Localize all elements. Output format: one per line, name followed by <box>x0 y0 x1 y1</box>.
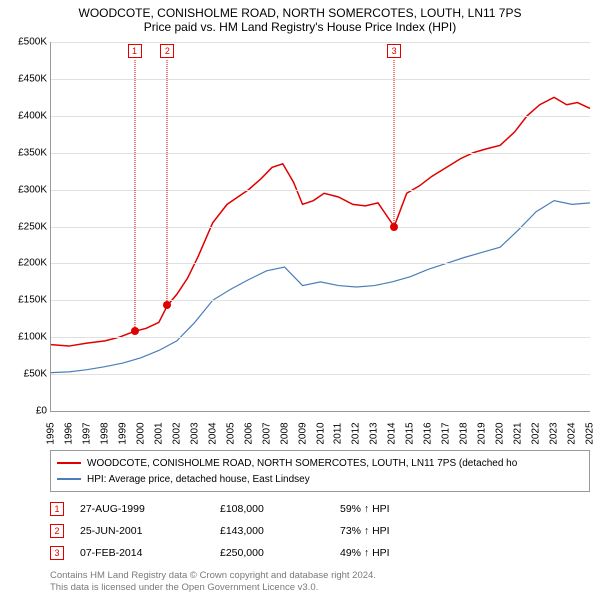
gridline <box>51 374 590 375</box>
gridline <box>51 153 590 154</box>
gridline <box>51 190 590 191</box>
legend-label: HPI: Average price, detached house, East… <box>87 474 310 485</box>
x-axis-label: 2000 <box>135 422 146 444</box>
x-axis-label: 2009 <box>297 422 308 444</box>
x-axis-label: 2008 <box>279 422 290 444</box>
x-axis-label: 2025 <box>585 422 596 444</box>
x-axis-label: 2022 <box>531 422 542 444</box>
sales-row-price: £250,000 <box>220 547 340 559</box>
y-axis-label: £150K <box>5 295 47 306</box>
x-axis-label: 2010 <box>315 422 326 444</box>
sale-marker-line <box>394 60 395 227</box>
x-axis-label: 2002 <box>171 422 182 444</box>
sales-row: 2 25-JUN-2001£143,00073% ↑ HPI <box>50 520 590 542</box>
x-axis-label: 1995 <box>46 422 57 444</box>
sale-dot <box>131 327 139 335</box>
gridline <box>51 42 590 43</box>
x-axis-label: 2020 <box>495 422 506 444</box>
gridline <box>51 300 590 301</box>
x-axis-label: 2006 <box>243 422 254 444</box>
sale-marker-box: 1 <box>128 44 142 58</box>
sales-row-marker: 1 <box>50 502 64 516</box>
x-axis-label: 2024 <box>567 422 578 444</box>
title-line-1: WOODCOTE, CONISHOLME ROAD, NORTH SOMERCO… <box>10 6 590 20</box>
sales-row: 3 07-FEB-2014£250,00049% ↑ HPI <box>50 542 590 564</box>
sale-marker-line <box>134 60 135 331</box>
x-axis-label: 2017 <box>441 422 452 444</box>
legend-label: WOODCOTE, CONISHOLME ROAD, NORTH SOMERCO… <box>87 458 517 469</box>
x-axis-label: 2013 <box>369 422 380 444</box>
sale-marker-box: 2 <box>160 44 174 58</box>
x-axis-label: 2011 <box>333 423 344 445</box>
sales-row-pct: 59% ↑ HPI <box>340 503 460 515</box>
sales-row-date: 25-JUN-2001 <box>80 525 220 537</box>
x-axis-label: 2003 <box>189 422 200 444</box>
y-axis-label: £50K <box>5 369 47 380</box>
footer-line-2: This data is licensed under the Open Gov… <box>50 582 590 594</box>
sales-row-date: 27-AUG-1999 <box>80 503 220 515</box>
legend-swatch <box>57 462 81 464</box>
sale-marker-box: 3 <box>387 44 401 58</box>
x-axis-label: 2007 <box>261 422 272 444</box>
title-line-2: Price paid vs. HM Land Registry's House … <box>10 20 590 34</box>
x-axis-label: 2005 <box>225 422 236 444</box>
sales-row-pct: 73% ↑ HPI <box>340 525 460 537</box>
gridline <box>51 116 590 117</box>
gridline <box>51 227 590 228</box>
y-axis-label: £450K <box>5 73 47 84</box>
footer-line-1: Contains HM Land Registry data © Crown c… <box>50 570 590 582</box>
chart-plot-area: £0£50K£100K£150K£200K£250K£300K£350K£400… <box>50 42 590 412</box>
legend-item: WOODCOTE, CONISHOLME ROAD, NORTH SOMERCO… <box>57 455 583 471</box>
x-axis-label: 1998 <box>99 422 110 444</box>
x-axis-label: 1997 <box>81 422 92 444</box>
y-axis-label: £400K <box>5 110 47 121</box>
x-axis-label: 1996 <box>63 422 74 444</box>
gridline <box>51 79 590 80</box>
sales-row: 1 27-AUG-1999£108,00059% ↑ HPI <box>50 498 590 520</box>
sales-row-date: 07-FEB-2014 <box>80 547 220 559</box>
x-axis-label: 1999 <box>117 422 128 444</box>
x-axis-label: 2001 <box>153 422 164 444</box>
sales-row-price: £143,000 <box>220 525 340 537</box>
sale-marker-line <box>167 60 168 305</box>
y-axis-label: £500K <box>5 37 47 48</box>
data-attribution: Contains HM Land Registry data © Crown c… <box>50 570 590 595</box>
legend-swatch <box>57 478 81 480</box>
sales-row-price: £108,000 <box>220 503 340 515</box>
y-axis-label: £100K <box>5 332 47 343</box>
y-axis-label: £300K <box>5 184 47 195</box>
sales-row-marker: 3 <box>50 546 64 560</box>
series-line <box>51 97 590 346</box>
chart-legend: WOODCOTE, CONISHOLME ROAD, NORTH SOMERCO… <box>50 450 590 492</box>
y-axis-label: £350K <box>5 147 47 158</box>
x-axis-label: 2021 <box>513 422 524 444</box>
x-axis-label: 2014 <box>387 422 398 444</box>
sales-row-pct: 49% ↑ HPI <box>340 547 460 559</box>
x-axis-label: 2019 <box>477 422 488 444</box>
y-axis-label: £200K <box>5 258 47 269</box>
sales-row-marker: 2 <box>50 524 64 538</box>
x-axis-label: 2018 <box>459 422 470 444</box>
sale-dot <box>163 301 171 309</box>
sales-table: 1 27-AUG-1999£108,00059% ↑ HPI 2 25-JUN-200… <box>50 498 590 564</box>
x-axis-label: 2004 <box>207 422 218 444</box>
legend-item: HPI: Average price, detached house, East… <box>57 471 583 487</box>
x-axis-label: 2012 <box>351 422 362 444</box>
y-axis-label: £0 <box>5 406 47 417</box>
y-axis-label: £250K <box>5 221 47 232</box>
x-axis-label: 2023 <box>549 422 560 444</box>
gridline <box>51 263 590 264</box>
sale-dot <box>390 223 398 231</box>
chart-title: WOODCOTE, CONISHOLME ROAD, NORTH SOMERCO… <box>0 0 600 38</box>
x-axis-label: 2015 <box>405 422 416 444</box>
x-axis-label: 2016 <box>423 422 434 444</box>
gridline <box>51 337 590 338</box>
